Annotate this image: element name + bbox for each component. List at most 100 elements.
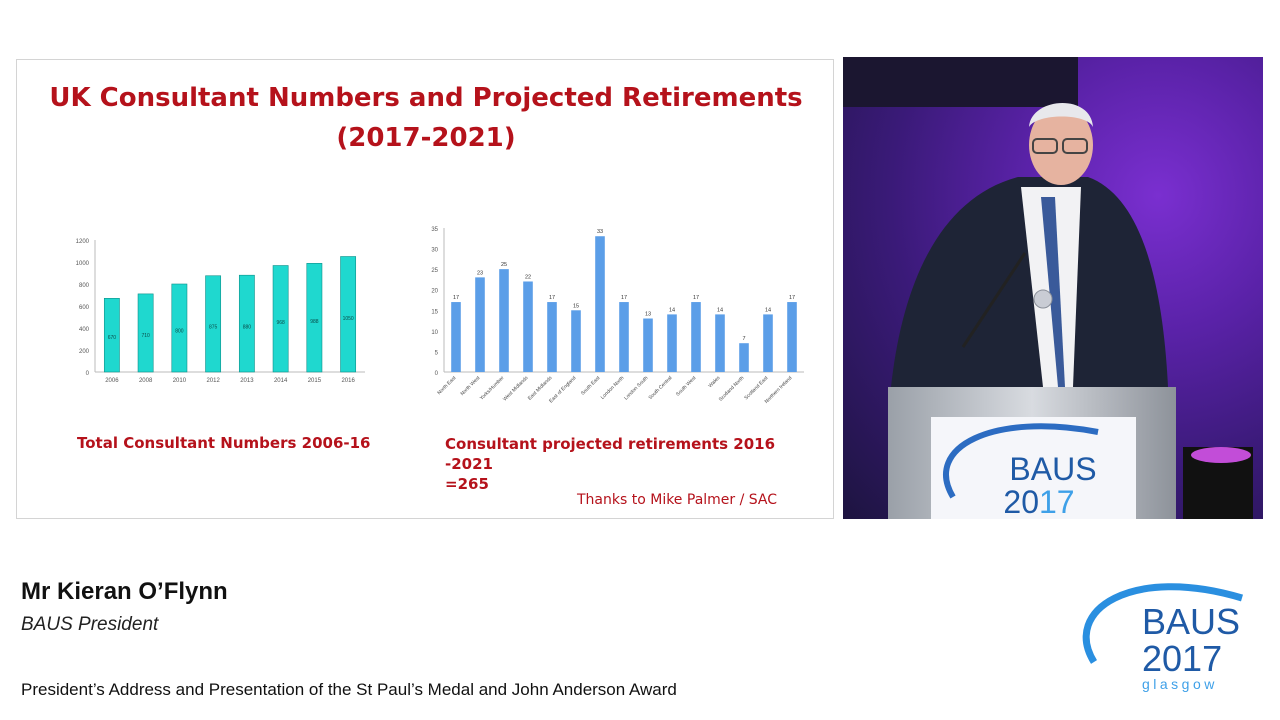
presentation-slide: UK Consultant Numbers and Projected Reti… — [16, 59, 834, 519]
left-x-tick-label: 2008 — [139, 378, 153, 384]
right-bar — [451, 302, 461, 372]
left-y-tick-label: 200 — [79, 349, 90, 355]
right-data-label: 15 — [573, 303, 579, 309]
left-y-tick-label: 1000 — [76, 261, 90, 267]
left-bar — [171, 283, 188, 373]
slide-title-line1: UK Consultant Numbers and Projected Reti… — [49, 83, 803, 113]
left-y-tick-label: 800 — [79, 283, 90, 289]
right-x-tick-label: Wales — [707, 375, 721, 389]
right-data-label: 22 — [525, 274, 531, 280]
caption-retirements: Consultant projected retirements 2016 -2… — [445, 434, 825, 494]
right-data-label: 17 — [789, 295, 795, 301]
left-x-tick-label: 2006 — [105, 378, 119, 384]
left-bar — [306, 263, 323, 373]
total-consultants-chart: 0 200 400 600 800 1000 1200 670 2006 710 2008 800 20… — [76, 239, 365, 384]
left-bar — [103, 298, 120, 373]
logo-year: 2017 — [1142, 638, 1222, 679]
right-data-label: 14 — [669, 307, 675, 313]
right-x-tick-label: South West — [675, 375, 698, 398]
speaker-head — [1029, 105, 1093, 185]
right-bar — [523, 281, 533, 372]
right-bar — [571, 310, 581, 372]
right-bar — [715, 314, 725, 372]
right-bar — [787, 302, 797, 372]
left-y-tick-label: 600 — [79, 305, 90, 311]
left-data-label: 1050 — [343, 316, 354, 322]
right-bar — [763, 314, 773, 372]
speaker-suit — [891, 177, 1168, 387]
right-data-label: 17 — [693, 295, 699, 301]
right-bar — [547, 302, 557, 372]
right-x-tick-label: West Midlands — [502, 375, 530, 403]
speaker-video-feed: BAUS 20 17 — [843, 57, 1263, 519]
left-x-tick-label: 2016 — [341, 378, 355, 384]
right-bar — [475, 277, 485, 372]
session-title: President’s Address and Presentation of … — [21, 680, 677, 699]
lectern-panel — [931, 417, 1136, 519]
right-data-label: 33 — [597, 229, 603, 235]
speaker-glasses-right — [1062, 138, 1088, 154]
left-x-tick-label: 2010 — [173, 378, 187, 384]
left-x-tick-label: 2013 — [240, 378, 254, 384]
lectern-logo-year-a: 20 — [1003, 484, 1039, 519]
logo-baus: BAUS — [1142, 601, 1240, 642]
left-bar — [205, 275, 222, 373]
right-y-tick-label: 0 — [435, 371, 439, 377]
right-x-tick-label: Scotland North — [718, 375, 746, 403]
left-data-label: 800 — [175, 328, 184, 334]
left-data-label: 988 — [310, 319, 319, 325]
speaker-glasses — [1032, 138, 1058, 154]
right-bar — [667, 314, 677, 372]
slide-title: UK Consultant Numbers and Projected Reti… — [17, 78, 833, 158]
caption-retirements-line1: Consultant projected retirements 2016 -2… — [445, 435, 776, 473]
speaker-hair — [1029, 102, 1093, 127]
lectern-logo-swoosh — [943, 423, 1099, 499]
speaker-tie — [1041, 197, 1065, 387]
left-x-tick-label: 2014 — [274, 378, 288, 384]
caption-total-consultants: Total Consultant Numbers 2006-16 — [77, 434, 371, 452]
right-y-tick-label: 25 — [431, 268, 438, 274]
speaker-scene: BAUS 20 17 — [843, 57, 1253, 519]
caption-retirements-line2: =265 — [445, 475, 489, 493]
stage-screen — [843, 57, 1078, 107]
right-bar — [739, 343, 749, 372]
right-x-tick-label: North West — [460, 375, 482, 397]
left-bar — [340, 256, 357, 373]
speaker-role: BAUS President — [21, 614, 159, 635]
right-x-tick-label: South East — [580, 375, 602, 397]
left-data-label: 670 — [108, 335, 117, 341]
right-data-label: 14 — [717, 307, 723, 313]
right-bar — [643, 318, 653, 372]
right-data-label: 17 — [453, 295, 459, 301]
left-data-label: 968 — [276, 320, 285, 326]
right-y-tick-label: 30 — [431, 248, 438, 254]
right-x-tick-label: London South — [623, 375, 649, 401]
right-y-tick-label: 35 — [431, 227, 438, 233]
stage-light-glow — [1191, 447, 1251, 463]
right-bar — [619, 302, 629, 372]
right-bar — [499, 269, 509, 372]
logo-swoosh — [1082, 583, 1244, 664]
left-y-tick-label: 0 — [86, 371, 90, 377]
logo-city: glasgow — [1142, 676, 1218, 692]
left-data-label: 875 — [209, 325, 218, 331]
right-x-tick-label: London North — [600, 375, 626, 401]
right-data-label: 7 — [742, 336, 745, 342]
medal — [1033, 289, 1053, 309]
right-y-tick-label: 15 — [431, 309, 438, 315]
left-y-tick-label: 400 — [79, 327, 90, 333]
right-x-tick-label: North East — [436, 375, 457, 396]
slide-title-line2: (2017-2021) — [336, 123, 516, 153]
right-x-tick-label: South Central — [648, 375, 674, 401]
right-data-label: 25 — [501, 262, 507, 268]
right-bar — [691, 302, 701, 372]
right-y-tick-label: 10 — [431, 330, 438, 336]
right-data-label: 13 — [645, 312, 651, 318]
left-bar — [272, 265, 289, 373]
left-data-label: 880 — [243, 324, 252, 330]
right-data-label: 17 — [621, 295, 627, 301]
right-y-tick-label: 20 — [431, 289, 438, 295]
left-bar — [238, 274, 255, 373]
lectern-logo-year-b: 17 — [1039, 484, 1075, 519]
right-data-label: 17 — [549, 295, 555, 301]
